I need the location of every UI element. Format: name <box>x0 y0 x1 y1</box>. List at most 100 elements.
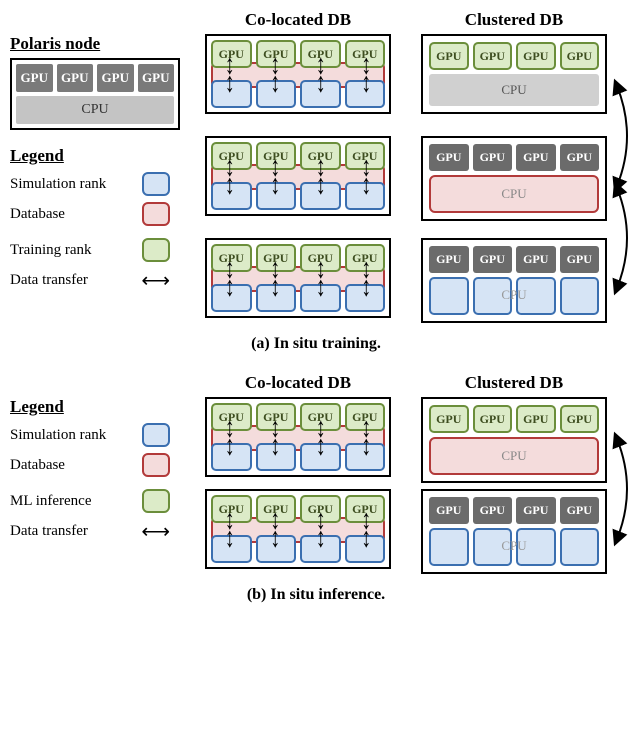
gpu-box: GPU <box>473 497 513 524</box>
legend-swatch <box>142 238 170 262</box>
simulation-rank-box <box>211 284 252 312</box>
simulation-rank-box <box>300 182 341 210</box>
simulation-rank-box <box>300 535 341 563</box>
inference-rank-box: GPU <box>516 405 556 433</box>
legend-item: Data transfer ⟷ <box>10 268 170 293</box>
training-rank-box: GPU <box>345 40 386 68</box>
legend-label: Database <box>10 206 65 223</box>
training-rank-box: GPU <box>300 244 341 272</box>
legend-item: Simulation rank <box>10 423 170 447</box>
simulation-rank-box <box>211 182 252 210</box>
simulation-rank-box <box>345 182 386 210</box>
row-a3: Training rank Data transfer ⟷ GPU GPU GP… <box>10 238 622 323</box>
gpu-box: GPU <box>560 497 600 524</box>
polaris-gpu: GPU <box>16 64 53 92</box>
gpu-box: GPU <box>429 144 469 171</box>
colocated-node: GPU GPU GPU GPU ↕ ↕ ↕ ↕ ↕ ↕ ↕ ↕ <box>205 489 391 569</box>
inference-rank-box: GPU <box>211 495 252 523</box>
inference-rank-box: GPU <box>473 405 513 433</box>
header-colocated: Co-located DB <box>190 373 406 393</box>
simulation-rank-box <box>211 80 252 108</box>
section-a: Co-located DB Clustered DB Polaris node … <box>10 10 622 353</box>
row-b1: Legend Simulation rank Database GPU GPU … <box>10 397 622 483</box>
legend-swatch <box>142 453 170 477</box>
legend-label: Training rank <box>10 242 92 259</box>
training-rank-box: GPU <box>211 40 252 68</box>
inference-rank-box: GPU <box>560 405 600 433</box>
legend-title: Legend <box>10 146 182 166</box>
simulation-rank-box <box>300 284 341 312</box>
training-rank-box: GPU <box>345 142 386 170</box>
training-rank-box: GPU <box>560 42 600 70</box>
database-full-box: CPU <box>429 437 599 475</box>
inference-rank-box: GPU <box>211 403 252 431</box>
legend-label: Simulation rank <box>10 427 106 444</box>
gpu-box: GPU <box>429 497 469 524</box>
legend-label: Data transfer <box>10 272 88 289</box>
training-rank-box: GPU <box>300 40 341 68</box>
training-rank-box: GPU <box>516 42 556 70</box>
training-rank-box: GPU <box>256 142 297 170</box>
gpu-box: GPU <box>473 246 513 273</box>
legend-item: Database <box>10 202 170 226</box>
legend-swatch <box>142 202 170 226</box>
colocated-node: GPU GPU GPU GPU ↕ ↕ ↕ ↕ ↕ ↕ ↕ ↕ <box>205 136 391 216</box>
polaris-node-box: GPU GPU GPU GPU CPU <box>10 58 180 130</box>
section-b: Co-located DB Clustered DB Legend Simula… <box>10 373 622 604</box>
training-rank-box: GPU <box>345 244 386 272</box>
simulation-rank-box <box>345 284 386 312</box>
legend-label: Data transfer <box>10 523 88 540</box>
simulation-rank-box <box>256 284 297 312</box>
clustered-node-db-inference: GPU GPU GPU GPU CPU <box>421 397 607 483</box>
cpu-label-overlay: CPU <box>429 538 599 554</box>
inference-rank-box: GPU <box>345 495 386 523</box>
legend-item: Data transfer ⟷ <box>10 519 170 544</box>
row-a2: Legend Simulation rank Database GPU GPU … <box>10 136 622 232</box>
simulation-rank-box <box>300 80 341 108</box>
column-headers-b: Co-located DB Clustered DB <box>10 373 622 393</box>
database-full-box: CPU <box>429 175 599 213</box>
caption-b: (b) In situ inference. <box>10 586 622 604</box>
legend-item: Database <box>10 453 170 477</box>
row-b2: ML inference Data transfer ⟷ GPU GPU GPU… <box>10 489 622 574</box>
gpu-box: GPU <box>516 246 556 273</box>
gpu-box: GPU <box>560 144 600 171</box>
polaris-gpu: GPU <box>97 64 134 92</box>
legend-arrow-icon: ⟷ <box>141 519 170 544</box>
clustered-node-cpu: GPU GPU GPU GPU CPU <box>421 34 607 114</box>
gpu-box: GPU <box>516 497 556 524</box>
inference-rank-box: GPU <box>300 495 341 523</box>
legend-item: Training rank <box>10 238 170 262</box>
training-rank-box: GPU <box>211 244 252 272</box>
cpu-box: CPU <box>429 74 599 106</box>
column-headers-a: Co-located DB Clustered DB <box>10 10 622 30</box>
colocated-node: GPU GPU GPU GPU ↕ ↕ ↕ ↕ ↕ ↕ ↕ ↕ <box>205 397 391 477</box>
simulation-rank-box <box>300 443 341 471</box>
legend-item: ML inference <box>10 489 170 513</box>
legend-label: Database <box>10 457 65 474</box>
inference-rank-box: GPU <box>345 403 386 431</box>
legend-swatch <box>142 172 170 196</box>
legend-swatch <box>142 489 170 513</box>
simulation-rank-box <box>345 535 386 563</box>
polaris-title: Polaris node <box>10 34 182 54</box>
inference-rank-box: GPU <box>256 403 297 431</box>
simulation-rank-box <box>256 535 297 563</box>
simulation-rank-box <box>256 182 297 210</box>
gpu-box: GPU <box>429 246 469 273</box>
header-clustered: Clustered DB <box>406 373 622 393</box>
simulation-rank-box <box>256 443 297 471</box>
training-rank-box: GPU <box>256 244 297 272</box>
gpu-box: GPU <box>473 144 513 171</box>
clustered-node-db: GPU GPU GPU GPU CPU <box>421 136 607 221</box>
training-rank-box: GPU <box>473 42 513 70</box>
training-rank-box: GPU <box>429 42 469 70</box>
simulation-rank-box <box>211 443 252 471</box>
clustered-node-sim: GPU GPU GPU GPU CPU <box>421 489 607 574</box>
polaris-gpu: GPU <box>57 64 94 92</box>
clustered-node-sim: GPU GPU GPU GPU CPU <box>421 238 607 323</box>
legend-arrow-icon: ⟷ <box>141 268 170 293</box>
legend-item: Simulation rank <box>10 172 170 196</box>
gpu-box: GPU <box>560 246 600 273</box>
row-a1: Polaris node GPU GPU GPU GPU CPU GPU GPU… <box>10 34 622 130</box>
